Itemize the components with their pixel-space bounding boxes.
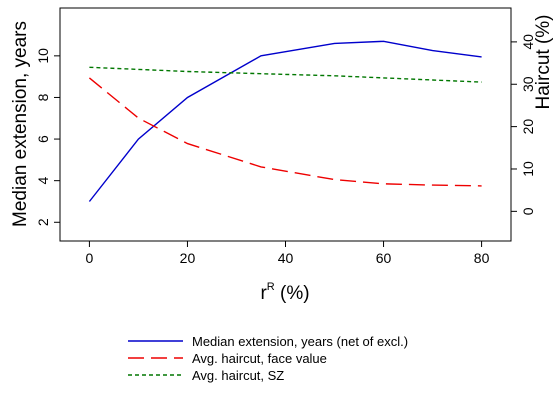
left-y-tick-label: 8	[35, 93, 51, 101]
series-line-1	[88, 40, 482, 202]
legend-label: Median extension, years (net of excl.)	[192, 334, 408, 349]
right-y-axis-title: Haircut (%)	[533, 14, 553, 109]
left-y-tick-label: 2	[35, 218, 51, 226]
right-y-tick-label: 10	[520, 161, 536, 177]
right-y-tick-label: 20	[520, 119, 536, 135]
legend-label: Avg. haircut, SZ	[192, 368, 284, 383]
x-axis-title-suffix: (%)	[275, 283, 310, 304]
left-y-tick-label: 10	[35, 48, 51, 64]
legend-label: Avg. haircut, face value	[192, 351, 327, 366]
right-y-axis: 0 10 20 30 40	[511, 34, 536, 215]
left-y-tick-label: 6	[35, 135, 51, 143]
series-line-2	[88, 77, 482, 187]
series-line-3	[89, 66, 482, 83]
x-tick-label: 60	[376, 250, 392, 266]
x-tick-label: 0	[86, 250, 94, 266]
x-axis-title-superscript: R	[267, 281, 275, 293]
x-axis-title: rR (%)	[260, 281, 309, 304]
right-y-tick-label: 30	[520, 76, 536, 92]
left-y-axis: 2 4 6 8 10	[35, 48, 60, 226]
x-tick-label: 20	[180, 250, 196, 266]
x-axis: 0 20 40 60 80	[86, 241, 490, 266]
right-y-tick-label: 40	[520, 34, 536, 50]
x-tick-label: 40	[278, 250, 294, 266]
right-y-tick-label: 0	[520, 207, 536, 215]
series-lines	[88, 40, 482, 202]
x-tick-label: 80	[474, 250, 490, 266]
left-y-tick-label: 4	[35, 177, 51, 185]
plot-frame	[59, 7, 512, 242]
left-y-axis-title: Median extension, years	[10, 21, 31, 227]
legend: Median extension, years (net of excl.) Av…	[128, 334, 408, 383]
